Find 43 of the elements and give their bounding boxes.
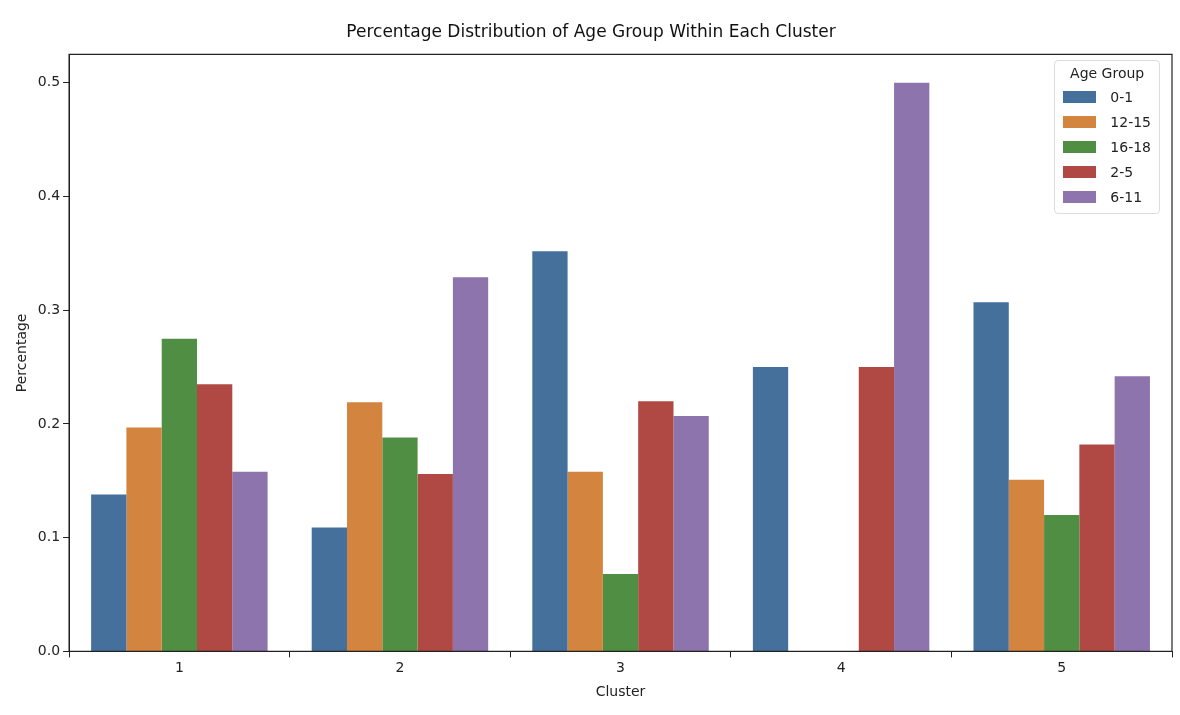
bar <box>232 471 268 651</box>
bar <box>1114 376 1150 651</box>
bar <box>91 494 127 651</box>
x-tick-label: 5 <box>1057 659 1067 676</box>
y-axis-title: Percentage <box>13 313 30 393</box>
bar <box>973 302 1009 651</box>
legend-label: 12-15 <box>1110 113 1151 130</box>
y-tick-label: 0.5 <box>37 73 61 90</box>
legend-label: 0-1 <box>1110 88 1134 105</box>
y-tick-label: 0.3 <box>37 300 61 317</box>
bar <box>347 402 383 651</box>
bar <box>602 574 639 651</box>
legend-title: Age Group <box>1069 65 1146 81</box>
x-tick-label: 2 <box>395 659 405 676</box>
bar <box>752 367 789 651</box>
bar <box>197 384 233 651</box>
bar <box>673 416 709 651</box>
bar <box>311 527 347 651</box>
bar <box>567 471 603 651</box>
legend-label: 6-11 <box>1110 188 1143 205</box>
x-tick-label: 1 <box>174 659 184 676</box>
y-tick-label: 0.4 <box>37 187 61 204</box>
bar <box>638 401 674 651</box>
y-tick-label: 0.0 <box>37 642 61 659</box>
bar <box>532 251 568 651</box>
bar <box>1008 479 1045 651</box>
y-tick-label: 0.2 <box>37 414 61 431</box>
bar <box>417 474 453 651</box>
bar <box>894 82 930 651</box>
y-tick-label: 0.1 <box>37 528 61 545</box>
bar <box>1044 514 1080 651</box>
bar <box>452 277 489 651</box>
bar <box>382 437 418 651</box>
bar <box>126 427 162 651</box>
x-tick-label: 4 <box>836 659 846 676</box>
x-tick-label: 3 <box>616 659 625 676</box>
x-axis-title: Cluster <box>595 683 646 700</box>
legend-label: 2-5 <box>1110 163 1134 180</box>
bar <box>161 338 198 651</box>
bar <box>1079 444 1115 651</box>
chart-title: Percentage Distribution of Age Group Within Each Cluster <box>346 20 836 41</box>
legend-label: 16-18 <box>1110 138 1151 155</box>
bar <box>858 367 895 651</box>
